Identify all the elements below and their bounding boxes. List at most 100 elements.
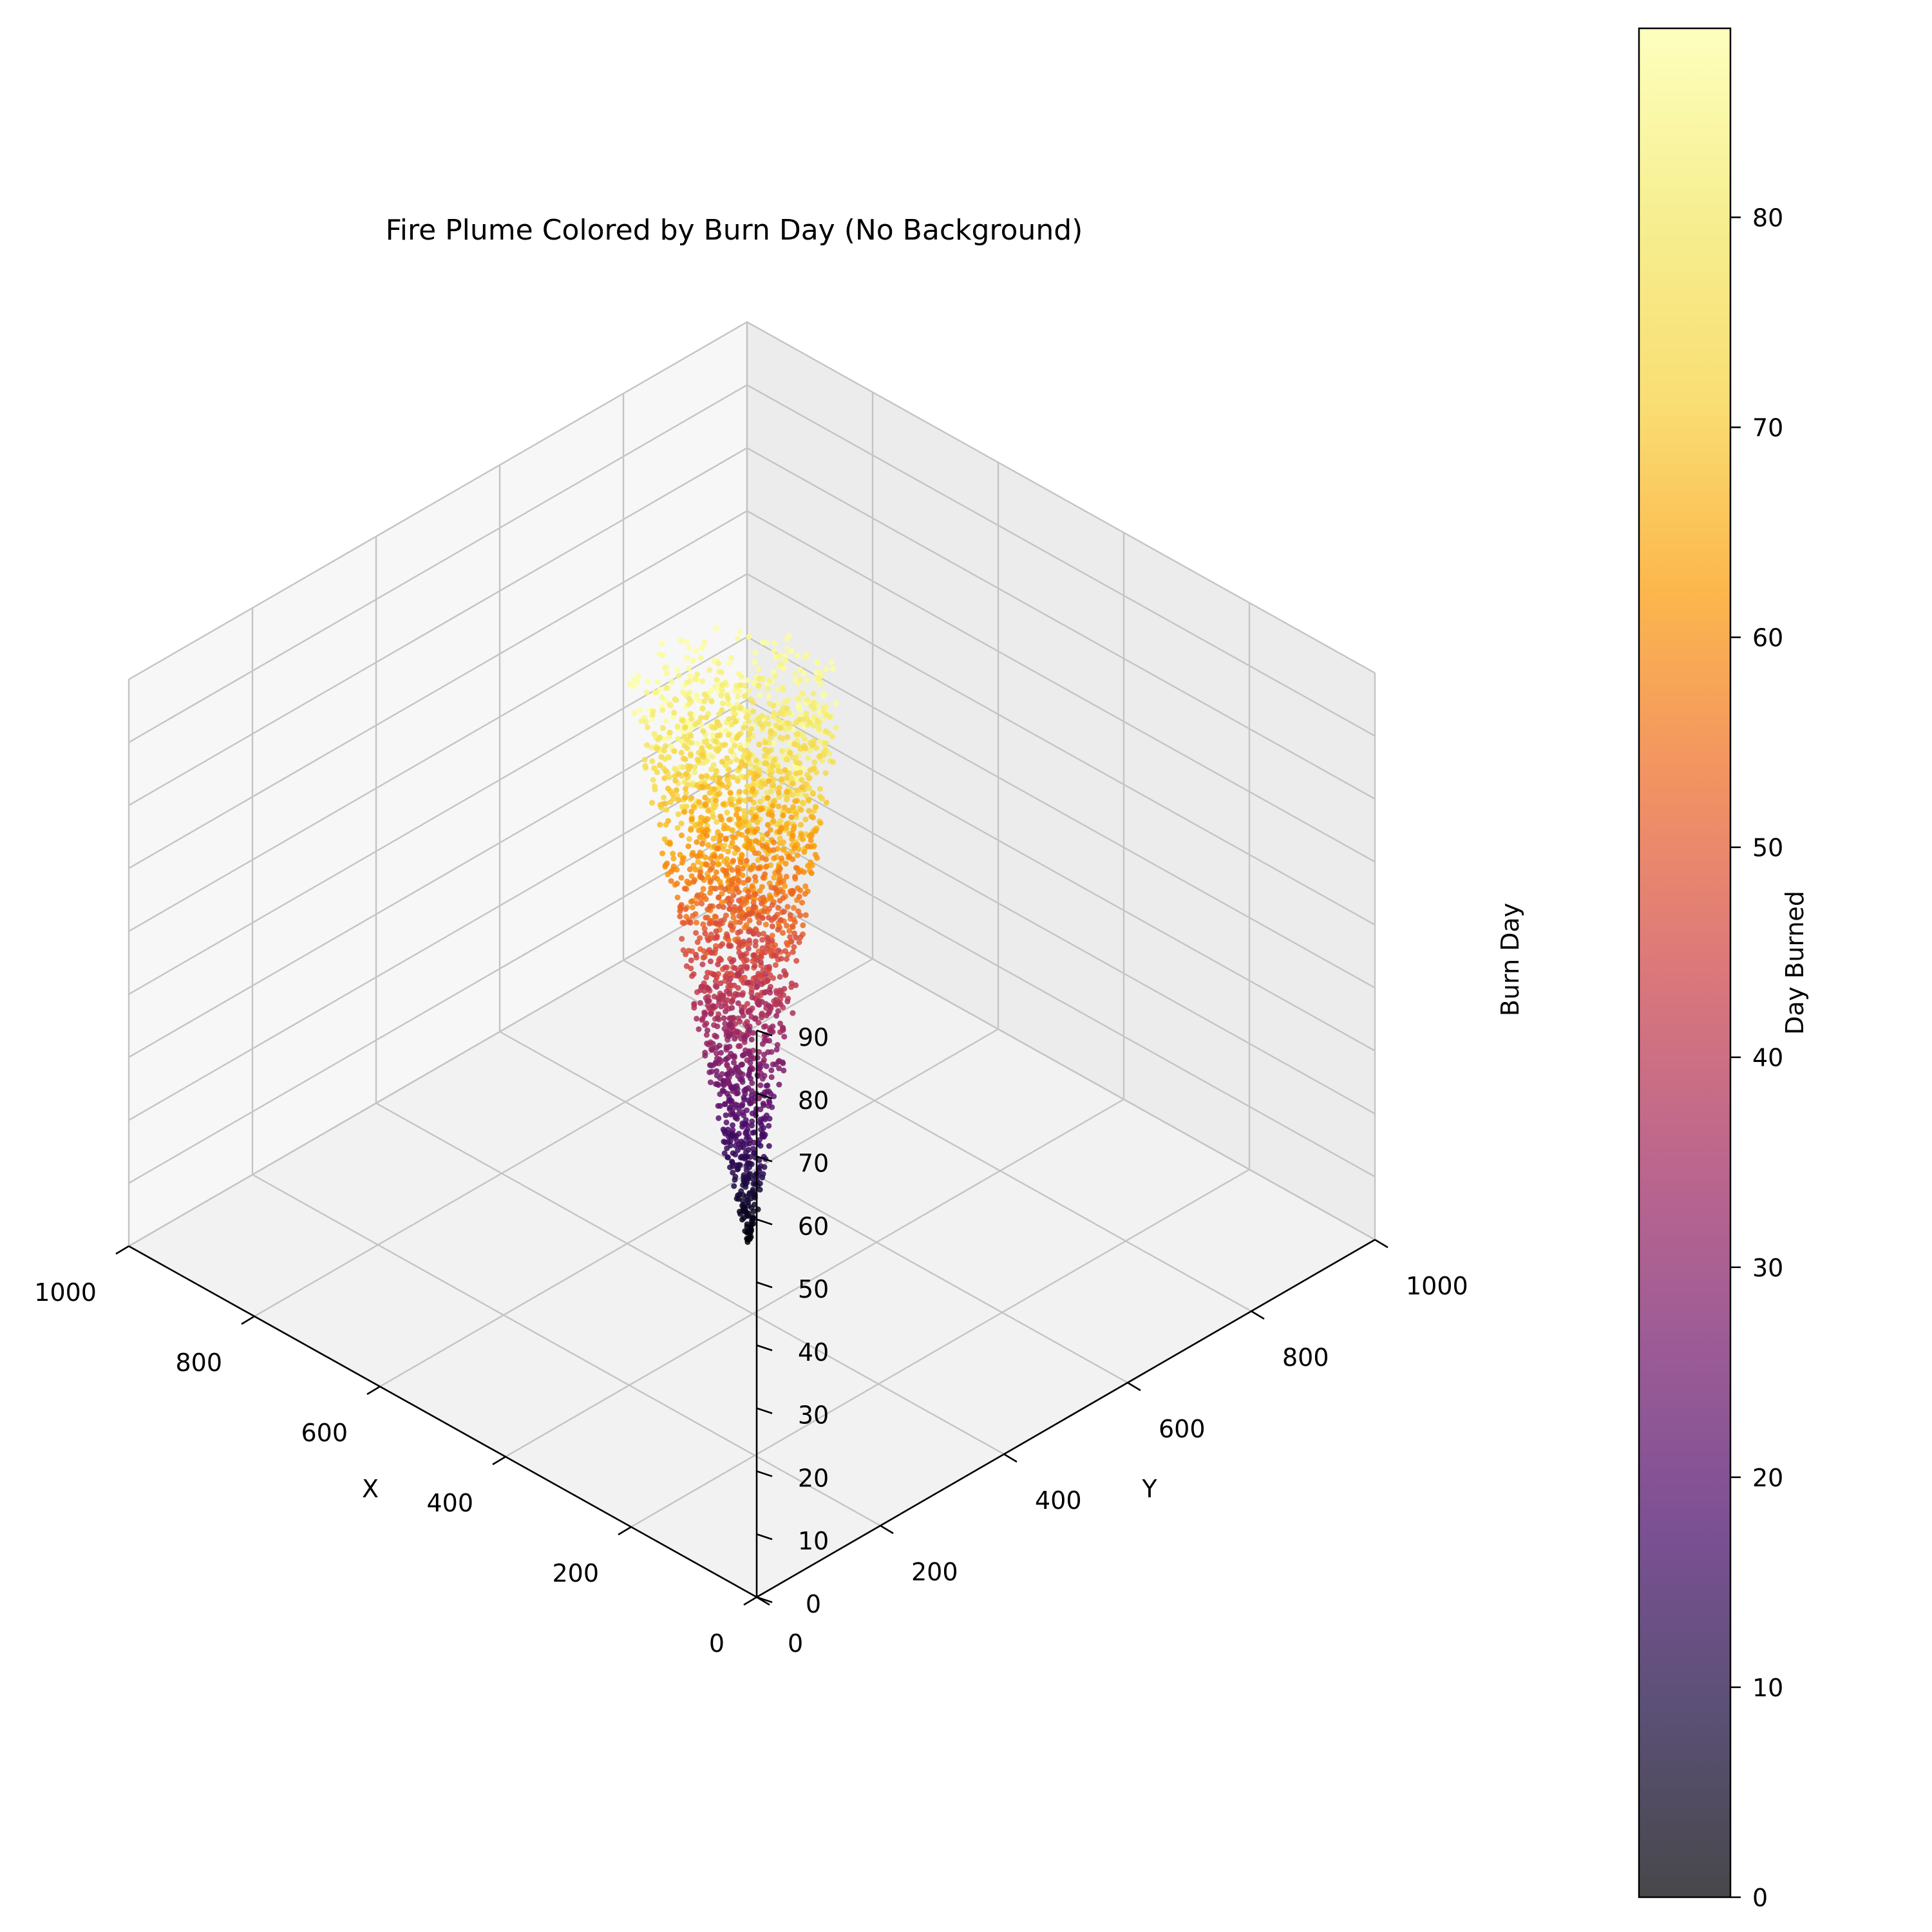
plume-point (701, 698, 708, 705)
plume-point (743, 714, 750, 720)
plume-point (752, 943, 759, 949)
plume-point (700, 728, 706, 734)
plume-point (793, 787, 800, 793)
plume-point (702, 794, 708, 800)
plume-point (759, 1041, 766, 1047)
plume-point (662, 800, 668, 807)
plume-point (781, 968, 788, 974)
plume-point (767, 972, 773, 978)
plume-point (797, 716, 803, 723)
plume-point (668, 703, 674, 709)
grid-line (630, 1168, 1250, 1528)
plume-point (711, 786, 717, 792)
plume-point (800, 690, 806, 697)
plume-point (767, 735, 773, 741)
plume-point (719, 688, 726, 694)
colorbar-frame (1638, 27, 1732, 1899)
plume-point (725, 1079, 732, 1086)
plume-point (661, 748, 667, 754)
plume-point (769, 902, 775, 908)
plume-point (790, 826, 797, 832)
plume-point (675, 811, 681, 817)
plume-point (714, 732, 721, 739)
plume-point (650, 765, 657, 772)
plume-point (688, 733, 694, 739)
plume-point (802, 745, 809, 752)
plume-point (705, 1002, 711, 1009)
plume-point (735, 992, 741, 998)
plume-point (739, 866, 746, 872)
plume-point (777, 829, 783, 835)
plume-point (696, 799, 703, 806)
plume-point (730, 892, 737, 898)
grid-line (128, 573, 748, 933)
plume-point (754, 773, 760, 779)
plume-point (746, 1007, 753, 1014)
plume-point (694, 1016, 700, 1022)
plume-point (683, 906, 689, 913)
plume-point (784, 705, 790, 712)
plume-point (652, 786, 658, 793)
plume-point (745, 889, 752, 895)
plume-point (707, 867, 714, 873)
plume-point (781, 986, 788, 992)
plume-point (674, 880, 680, 887)
plume-point (767, 989, 773, 996)
grid-line (499, 1030, 1128, 1384)
plume-point (727, 1164, 733, 1171)
plume-point (744, 876, 751, 883)
plume-point (775, 652, 781, 659)
plume-point (734, 867, 741, 874)
plume-point (751, 799, 757, 806)
plume-point (719, 1087, 726, 1094)
plume-point (735, 1000, 741, 1007)
plume-point (746, 917, 753, 923)
plume-point (743, 858, 750, 864)
plume-point (723, 1119, 730, 1126)
colorbar-tick-label: 50 (1752, 834, 1783, 862)
plume-point (787, 912, 793, 918)
grid-line (128, 384, 748, 743)
plume-point (692, 866, 699, 873)
plume-point (756, 741, 762, 748)
plume-point (798, 832, 804, 838)
plume-point (751, 1150, 757, 1157)
plume-point (695, 858, 701, 865)
plume-point (795, 681, 801, 687)
plume-point (752, 850, 758, 857)
colorbar-label: Day Burned (1781, 891, 1809, 1035)
x-tick-label: 200 (552, 1559, 599, 1587)
plume-point (754, 1054, 761, 1061)
plume-point (745, 980, 751, 985)
plume-point (780, 930, 786, 936)
plume-point (714, 933, 720, 940)
plume-point (719, 682, 725, 688)
plume-point (645, 678, 651, 685)
plume-point (688, 752, 694, 759)
grid-line (379, 1028, 999, 1388)
plume-point (746, 929, 752, 935)
plume-point (782, 860, 789, 867)
plume-point (721, 826, 727, 831)
plume-point (703, 896, 709, 902)
grid-line (128, 762, 748, 1121)
plume-point (752, 963, 758, 969)
plume-point (716, 999, 722, 1005)
plume-point (666, 734, 672, 740)
plume-point (752, 874, 758, 880)
plume-point (733, 1133, 739, 1139)
plume-point (785, 697, 791, 703)
plume-point (786, 853, 792, 860)
plume-point (715, 904, 722, 909)
plume-point (768, 895, 774, 901)
plume-point (772, 886, 778, 892)
plume-point (648, 744, 654, 751)
plume-point (761, 1124, 766, 1131)
plume-point (817, 793, 823, 800)
plume-point (722, 1000, 728, 1007)
plume-point (707, 958, 714, 965)
plume-point (731, 1059, 737, 1066)
plume-point (781, 1067, 787, 1074)
plume-point (761, 931, 766, 937)
plume-point (773, 1061, 779, 1068)
